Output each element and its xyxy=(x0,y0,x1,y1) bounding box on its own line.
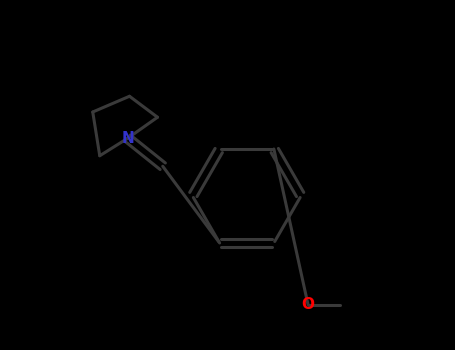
Text: O: O xyxy=(302,297,314,312)
Text: N: N xyxy=(121,131,134,146)
